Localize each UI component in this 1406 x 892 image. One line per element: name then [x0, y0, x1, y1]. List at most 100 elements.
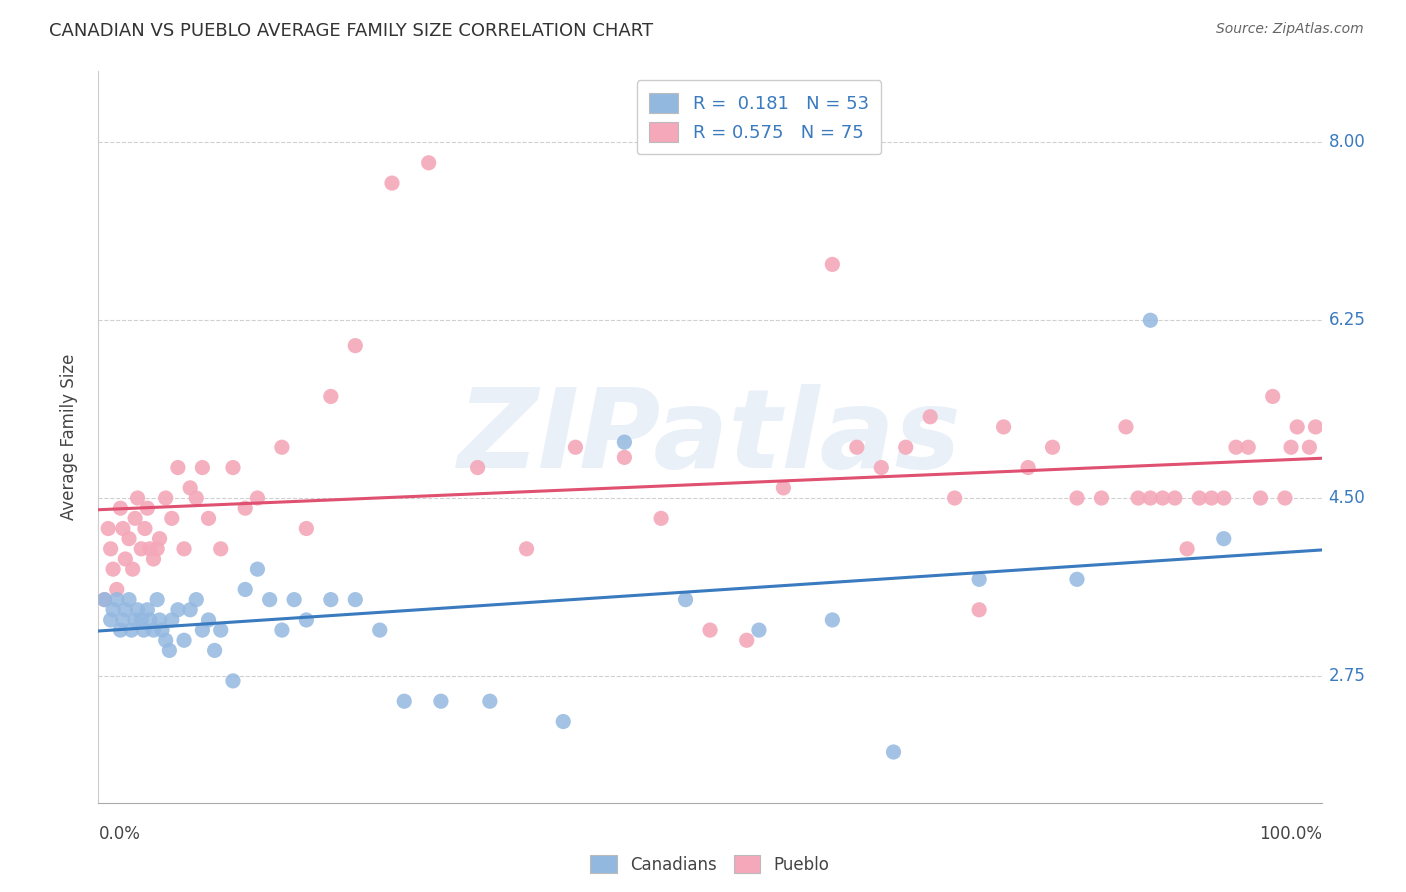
Point — [186, 592, 208, 607]
Point — [121, 562, 143, 576]
Point — [1201, 491, 1223, 505]
Text: CANADIAN VS PUEBLO AVERAGE FAMILY SIZE CORRELATION CHART: CANADIAN VS PUEBLO AVERAGE FAMILY SIZE C… — [49, 22, 654, 40]
Point — [233, 582, 256, 597]
Point — [821, 257, 844, 271]
Point — [845, 440, 868, 454]
Point — [136, 603, 159, 617]
Point — [155, 491, 177, 505]
Text: 8.00: 8.00 — [1329, 134, 1365, 152]
Point — [319, 592, 342, 607]
Point — [155, 633, 177, 648]
Point — [259, 592, 281, 607]
Point — [1139, 313, 1161, 327]
Point — [1175, 541, 1198, 556]
Point — [1298, 440, 1320, 454]
Point — [142, 552, 165, 566]
Point — [1279, 440, 1302, 454]
Point — [735, 633, 758, 648]
Point — [191, 623, 214, 637]
Point — [150, 623, 173, 637]
Point — [1212, 491, 1234, 505]
Point — [173, 633, 195, 648]
Point — [101, 603, 124, 617]
Point — [1249, 491, 1271, 505]
Point — [381, 176, 404, 190]
Text: 6.25: 6.25 — [1329, 311, 1365, 329]
Point — [114, 603, 136, 617]
Text: 4.50: 4.50 — [1329, 489, 1365, 507]
Point — [392, 694, 416, 708]
Point — [127, 491, 149, 505]
Point — [515, 541, 537, 556]
Point — [146, 592, 169, 607]
Point — [129, 613, 152, 627]
Point — [179, 603, 201, 617]
Point — [270, 623, 294, 637]
Point — [204, 643, 226, 657]
Text: Source: ZipAtlas.com: Source: ZipAtlas.com — [1216, 22, 1364, 37]
Point — [157, 643, 180, 657]
Point — [167, 460, 190, 475]
Point — [368, 623, 391, 637]
Point — [894, 440, 917, 454]
Point — [136, 501, 159, 516]
Point — [1152, 491, 1174, 505]
Point — [1305, 420, 1327, 434]
Point — [114, 552, 136, 566]
Point — [553, 714, 575, 729]
Point — [920, 409, 942, 424]
Point — [344, 592, 367, 607]
Point — [209, 541, 232, 556]
Point — [613, 450, 636, 465]
Point — [186, 491, 208, 505]
Point — [118, 532, 141, 546]
Point — [173, 541, 195, 556]
Point — [129, 541, 152, 556]
Point — [197, 511, 219, 525]
Point — [967, 603, 990, 617]
Point — [1164, 491, 1187, 505]
Point — [160, 613, 183, 627]
Point — [246, 491, 269, 505]
Point — [748, 623, 770, 637]
Point — [93, 592, 115, 607]
Point — [149, 613, 172, 627]
Point — [467, 460, 489, 475]
Point — [149, 532, 172, 546]
Point — [197, 613, 219, 627]
Point — [772, 481, 794, 495]
Point — [478, 694, 501, 708]
Point — [1261, 389, 1284, 403]
Point — [1042, 440, 1064, 454]
Point — [222, 673, 245, 688]
Text: 100.0%: 100.0% — [1258, 825, 1322, 843]
Point — [191, 460, 214, 475]
Point — [870, 460, 893, 475]
Point — [120, 623, 142, 637]
Point — [93, 592, 115, 607]
Point — [134, 521, 156, 535]
Point — [146, 541, 169, 556]
Point — [127, 603, 149, 617]
Point — [139, 541, 162, 556]
Point — [1115, 420, 1137, 434]
Point — [142, 623, 165, 637]
Point — [295, 521, 318, 535]
Point — [1237, 440, 1260, 454]
Point — [179, 481, 201, 495]
Point — [124, 613, 146, 627]
Point — [222, 460, 245, 475]
Point — [100, 541, 122, 556]
Point — [993, 420, 1015, 434]
Point — [1066, 572, 1088, 586]
Point — [100, 613, 122, 627]
Point — [124, 511, 146, 525]
Point — [613, 435, 636, 450]
Point — [295, 613, 318, 627]
Point — [1286, 420, 1309, 434]
Legend: Canadians, Pueblo: Canadians, Pueblo — [582, 847, 838, 882]
Point — [233, 501, 256, 516]
Point — [1017, 460, 1039, 475]
Point — [1128, 491, 1150, 505]
Point — [111, 521, 134, 535]
